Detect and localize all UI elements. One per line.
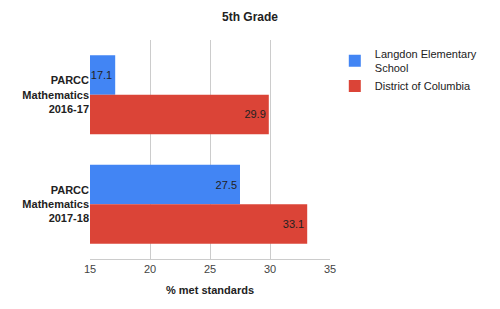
svg-text:PARCCMathematics2017-18: PARCCMathematics2017-18 (22, 184, 89, 225)
svg-text:30: 30 (264, 263, 276, 275)
svg-text:27.5: 27.5 (216, 179, 237, 191)
svg-text:5th Grade: 5th Grade (222, 10, 278, 24)
svg-text:17.1: 17.1 (91, 69, 112, 81)
svg-text:15: 15 (84, 263, 96, 275)
svg-text:33.1: 33.1 (283, 218, 304, 230)
svg-text:District of Columbia: District of Columbia (375, 80, 471, 92)
svg-text:Langdon ElementarySchool: Langdon ElementarySchool (375, 48, 477, 74)
svg-text:20: 20 (144, 263, 156, 275)
svg-text:35: 35 (324, 263, 336, 275)
svg-text:PARCCMathematics2016-17: PARCCMathematics2016-17 (22, 74, 89, 115)
svg-text:29.9: 29.9 (244, 108, 265, 120)
svg-text:25: 25 (204, 263, 216, 275)
svg-text:% met standards: % met standards (166, 284, 254, 296)
